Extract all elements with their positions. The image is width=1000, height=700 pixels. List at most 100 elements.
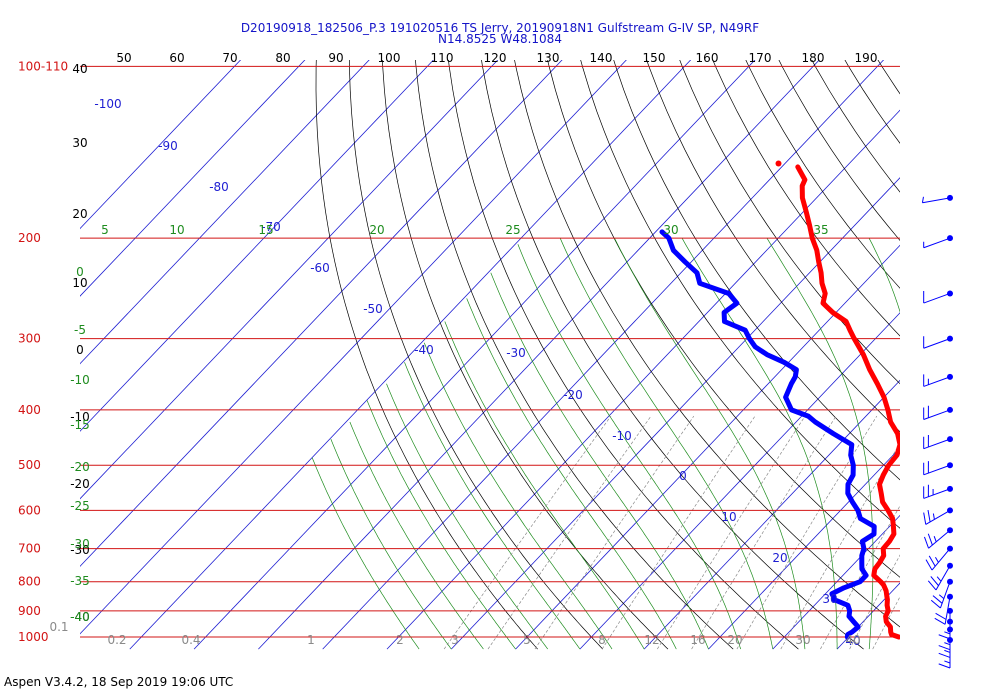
dry-adiabat-line xyxy=(415,60,734,650)
moist-adiabat-line xyxy=(490,272,709,650)
mixing-ratio-line xyxy=(820,505,900,650)
wind-barb-shaft xyxy=(925,509,951,525)
moist-adiabat-left-label: -35 xyxy=(70,574,90,588)
mixing-ratio-label: 40 xyxy=(845,633,860,647)
temperature-line xyxy=(795,164,900,640)
moist-adiabat-left-label: -25 xyxy=(70,499,90,513)
dry-adiabat-line xyxy=(931,40,1000,649)
top-scale-label: 100 xyxy=(378,51,401,65)
wind-barb-feather xyxy=(921,196,924,203)
isotherm-line xyxy=(386,109,900,650)
isotherm-line xyxy=(80,60,499,500)
moist-adiabat-label: 35 xyxy=(813,223,828,237)
moist-adiabat-label: 10 xyxy=(169,223,184,237)
wind-barb-shaft xyxy=(944,596,951,625)
left-scale-label: -40 xyxy=(70,610,90,624)
moist-adiabat-line xyxy=(466,298,677,650)
isotherm-label: 20 xyxy=(772,551,787,565)
wind-barb-feather xyxy=(938,645,951,651)
pressure-label: 300 xyxy=(18,332,41,346)
isotherm-line xyxy=(80,60,434,432)
moist-adiabat-label: 30 xyxy=(663,223,678,237)
wind-barb-feather xyxy=(930,576,939,586)
top-scale-label: 50 xyxy=(116,51,131,65)
top-scale-label: 90 xyxy=(328,51,343,65)
wind-barb-feather xyxy=(938,652,951,658)
mixing-ratio-line xyxy=(443,415,612,650)
mixing-ratio-label: 5 xyxy=(523,633,531,647)
isotherm-lines xyxy=(80,11,1000,650)
wind-barb-feather xyxy=(923,536,930,549)
mixing-ratio-label: 0.4 xyxy=(181,633,200,647)
pressure-label: 100-110 xyxy=(18,59,68,73)
wind-barb-feather xyxy=(944,660,951,664)
left-scale-label: 20 xyxy=(72,207,87,221)
dry-adiabat-line xyxy=(646,60,900,433)
chart-title: D20190918_182506_P.3 191020516 TS Jerry,… xyxy=(240,21,760,35)
dry-adiabat-line xyxy=(514,60,900,628)
isotherm-label: -90 xyxy=(158,139,178,153)
temperature-spike-point xyxy=(775,160,782,167)
isotherm-label: 30 xyxy=(822,592,837,606)
pressure-label: 1000 xyxy=(18,630,49,644)
dry-adiabat-line xyxy=(898,40,1000,649)
wind-barb-feather xyxy=(935,612,947,620)
left-scale-label: 0 xyxy=(76,343,84,357)
top-scale-label: 80 xyxy=(275,51,290,65)
pressure-label: 900 xyxy=(18,604,41,618)
moist-adiabat-line xyxy=(311,457,420,650)
dry-adiabat-line xyxy=(712,60,900,337)
left-scale-label: -30 xyxy=(70,543,90,557)
moist-adiabat-line xyxy=(766,238,874,650)
mixing-ratio-line xyxy=(849,554,900,650)
dry-adiabat-line xyxy=(481,60,864,650)
mixing-ratio-label: 1 xyxy=(307,633,315,647)
isotherm-line xyxy=(966,11,1000,649)
moist-adiabat-line xyxy=(681,238,838,650)
wind-barb-shaft xyxy=(922,197,951,204)
wind-barb-feather xyxy=(927,580,937,591)
mixing-ratio-label: 8 xyxy=(598,633,606,647)
wind-barb-feather xyxy=(944,631,951,635)
wind-barb-shaft xyxy=(928,529,951,549)
moist-adiabat-line xyxy=(444,321,645,650)
moist-adiabat-line xyxy=(349,421,484,650)
wind-barb-feather xyxy=(938,594,945,600)
isotherm-line xyxy=(322,60,885,650)
moist-adiabat-line xyxy=(517,244,741,650)
isotherm-label: -100 xyxy=(94,97,121,111)
wind-barb-feather xyxy=(933,536,937,542)
top-scale-label: 60 xyxy=(169,51,184,65)
moist-adiabat-line xyxy=(423,342,613,650)
isotherm-label: 10 xyxy=(721,510,736,524)
dry-adiabat-line xyxy=(547,60,900,578)
wind-barb-feather xyxy=(930,599,941,609)
pressure-label: 500 xyxy=(18,458,41,472)
wind-barb-feather xyxy=(938,663,951,669)
isotherm-label: -50 xyxy=(363,302,383,316)
moist-adiabat-label: 5 xyxy=(101,223,109,237)
moist-adiabat-line xyxy=(614,238,806,650)
moist-adiabat-label: 25 xyxy=(505,223,520,237)
mixing-ratio-label: 16 xyxy=(690,633,705,647)
dry-adiabat-line xyxy=(448,60,799,650)
wind-barb-feather xyxy=(935,556,939,563)
isotherm-line xyxy=(80,60,370,365)
wind-barb-shaft xyxy=(923,438,951,450)
footer-version: Aspen V3.4.2, 18 Sep 2019 19:06 UTC xyxy=(4,675,234,689)
moist-adiabat-label: 20 xyxy=(369,223,384,237)
moist-adiabat-line xyxy=(330,438,452,650)
mixing-ratio-line xyxy=(657,415,806,650)
dry-adiabat-line xyxy=(995,40,1000,649)
isotherm-line xyxy=(129,60,692,650)
moist-adiabat-line xyxy=(386,383,548,650)
moist-adiabat-left-label: -15 xyxy=(70,418,90,432)
isobar-lines xyxy=(80,65,900,638)
top-scale-label: 150 xyxy=(643,51,666,65)
wind-barb-feather xyxy=(932,595,943,604)
top-scale-label: 170 xyxy=(749,51,772,65)
isotherm-line xyxy=(80,60,306,297)
wind-barb-feather xyxy=(932,513,935,520)
dry-adiabat-line xyxy=(580,60,900,529)
